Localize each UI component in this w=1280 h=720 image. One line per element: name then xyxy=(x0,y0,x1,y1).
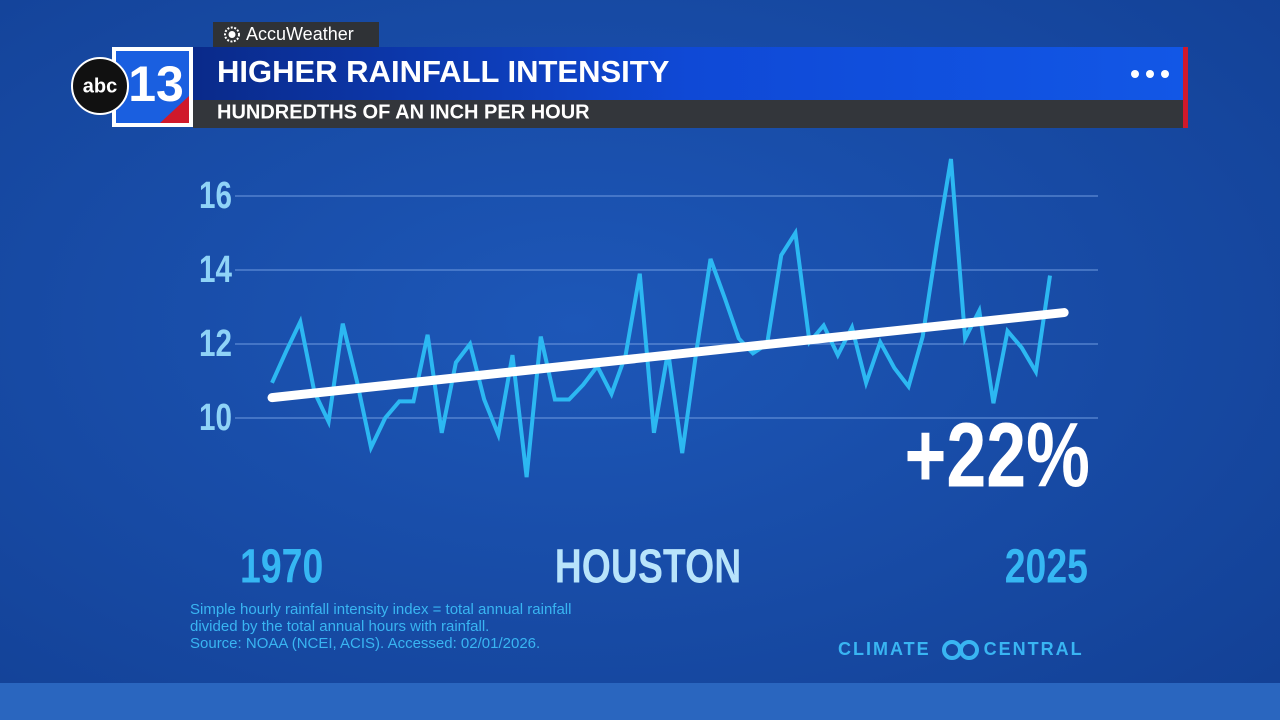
subtitle-bar xyxy=(193,100,1183,128)
brand-icon-core xyxy=(228,31,236,38)
bottom-strip xyxy=(0,683,1280,720)
brand-name: AccuWeather xyxy=(246,24,354,44)
brand-tab xyxy=(213,22,379,47)
logo-circle xyxy=(71,57,129,115)
annotation: +22% xyxy=(904,404,1090,507)
y-tick-label: 16 xyxy=(199,175,232,217)
x-tick-label: 1970 xyxy=(240,540,323,594)
note: divided by the total annual hours with r… xyxy=(190,618,489,635)
chart-subtitle: HUNDREDTHS OF AN INCH PER HOUR xyxy=(217,101,590,123)
location-label: HOUSTON xyxy=(555,540,741,594)
credit-logo xyxy=(959,640,979,660)
brand-icon xyxy=(224,26,240,43)
menu-dot xyxy=(1161,70,1169,78)
data-line xyxy=(270,158,1052,478)
title-bar xyxy=(193,47,1183,100)
menu-dot xyxy=(1131,70,1139,78)
note: Source: NOAA (NCEI, ACIS). Accessed: 02/… xyxy=(190,635,540,652)
y-tick-label: 10 xyxy=(199,397,232,439)
edge-accent xyxy=(1183,47,1188,128)
plot: 10 12 14 16 1970 2025 HOUSTON +22% xyxy=(199,158,1098,594)
logo-number: 13 xyxy=(128,56,184,112)
note: Simple hourly rainfall intensity index =… xyxy=(190,601,571,618)
x-tick-label: 2025 xyxy=(1005,540,1088,594)
y-tick-label: 14 xyxy=(199,249,232,291)
trend-line xyxy=(267,308,1069,403)
menu-dot xyxy=(1146,70,1154,78)
footer: Simple hourly rainfall intensity index =… xyxy=(190,601,1082,660)
logo-text: abc xyxy=(83,75,117,97)
chart-title: HIGHER RAINFALL INTENSITY xyxy=(217,54,670,89)
logo-accent xyxy=(160,96,189,123)
y-tick-label: 12 xyxy=(199,323,232,365)
